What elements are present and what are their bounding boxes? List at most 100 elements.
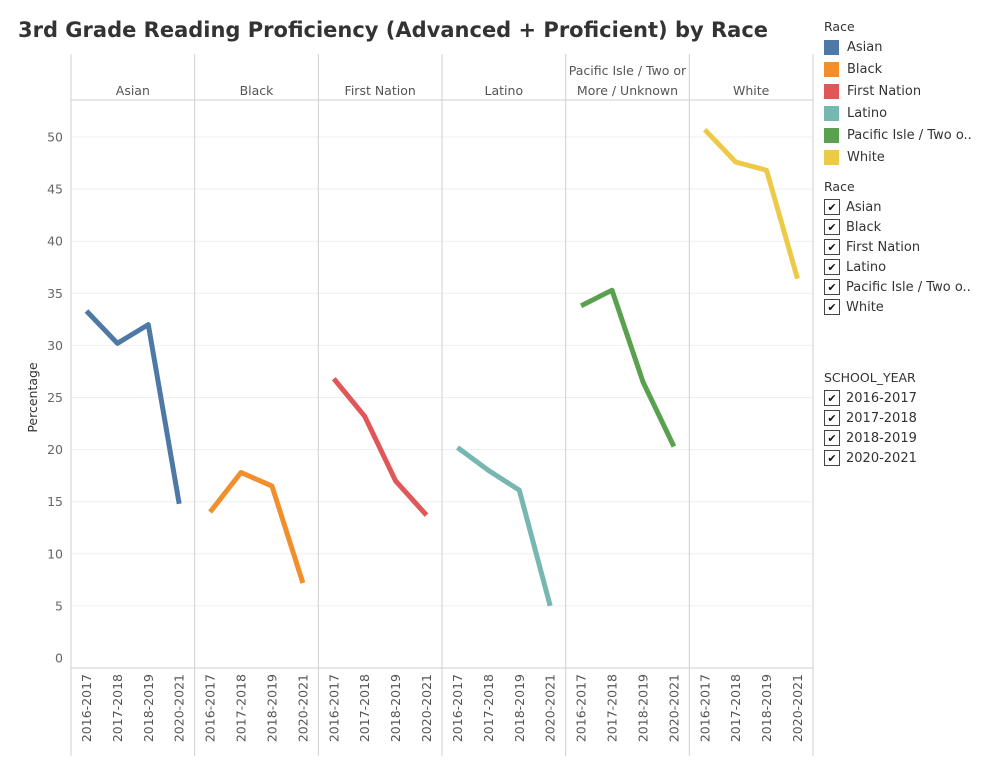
school-year-filter-item[interactable]: ✔ 2020-2021: [824, 448, 917, 468]
color-swatch: [824, 39, 839, 55]
x-tick-label: 2020-2021: [790, 674, 805, 742]
series-line[interactable]: [84, 309, 182, 505]
school-year-filter-item[interactable]: ✔ 2017-2018: [824, 408, 917, 428]
filter-label: 2018-2019: [846, 430, 917, 446]
x-tick-label: 2016-2017: [203, 674, 218, 742]
x-tick-label: 2016-2017: [79, 674, 94, 742]
chart-title: 3rd Grade Reading Proficiency (Advanced …: [18, 18, 769, 42]
x-tick-label: 2020-2021: [419, 674, 434, 742]
panel-header: Latino: [485, 83, 524, 98]
race-filter: Race ✔ Asian ✔ Black ✔ First Nation ✔ Latino ✔ Pa…: [824, 178, 971, 317]
x-tick-label: 2016-2017: [574, 674, 589, 742]
x-tick-label: 2018-2019: [512, 674, 527, 742]
checkbox[interactable]: ✔: [824, 299, 840, 315]
checkbox[interactable]: ✔: [824, 259, 840, 275]
checkbox[interactable]: ✔: [824, 410, 840, 426]
y-tick-label: 45: [47, 182, 63, 197]
x-tick-label: 2017-2018: [110, 674, 125, 742]
race-filter-item[interactable]: ✔ Asian: [824, 197, 971, 217]
x-tick-label: 2018-2019: [388, 674, 403, 742]
color-legend-label: First Nation: [847, 83, 922, 99]
color-legend-item[interactable]: Latino: [824, 102, 972, 124]
school-year-filter-title: SCHOOL_YEAR: [824, 370, 916, 385]
panel-header: Black: [240, 83, 275, 98]
x-tick-label: 2017-2018: [728, 674, 743, 742]
y-tick-label: 50: [47, 130, 63, 145]
checkbox[interactable]: ✔: [824, 219, 840, 235]
color-legend-item[interactable]: First Nation: [824, 80, 972, 102]
y-tick-label: 5: [55, 598, 63, 613]
panel-header: More / Unknown: [577, 83, 678, 98]
y-tick-label: 15: [47, 494, 63, 509]
race-filter-item[interactable]: ✔ Latino: [824, 257, 971, 277]
filter-label: Pacific Isle / Two o..: [846, 279, 971, 295]
color-legend-label: Asian: [847, 39, 883, 55]
x-tick-label: 2018-2019: [635, 674, 650, 742]
series-line[interactable]: [579, 287, 677, 448]
color-swatch: [824, 149, 839, 165]
race-filter-item[interactable]: ✔ Pacific Isle / Two o..: [824, 277, 971, 297]
x-tick-label: 2016-2017: [326, 674, 341, 742]
panel-header: White: [733, 83, 770, 98]
school-year-filter: SCHOOL_YEAR ✔ 2016-2017 ✔ 2017-2018 ✔ 2018-20…: [824, 369, 917, 468]
checkbox[interactable]: ✔: [824, 390, 840, 406]
series-line[interactable]: [208, 470, 306, 584]
school-year-filter-item[interactable]: ✔ 2016-2017: [824, 388, 917, 408]
x-tick-label: 2018-2019: [759, 674, 774, 742]
race-filter-item[interactable]: ✔ White: [824, 297, 971, 317]
race-filter-item[interactable]: ✔ First Nation: [824, 237, 971, 257]
x-tick-label: 2018-2019: [264, 674, 279, 742]
chart-area: 0 5 10 15 20 25 30 35 40 45 50 Percentage Asian 2016-…: [25, 54, 814, 756]
y-tick-label: 35: [47, 286, 63, 301]
x-tick-label: 2020-2021: [543, 674, 558, 742]
x-tick-label: 2016-2017: [697, 674, 712, 742]
color-legend-item[interactable]: Asian: [824, 36, 972, 58]
filter-label: Latino: [846, 259, 887, 275]
color-swatch: [824, 127, 839, 143]
series-line[interactable]: [702, 127, 800, 280]
color-swatch: [824, 61, 839, 77]
filter-label: Asian: [846, 199, 882, 215]
panel-header: First Nation: [345, 83, 416, 98]
y-axis-label: Percentage: [25, 362, 40, 433]
race-filter-title: Race: [824, 179, 855, 194]
color-legend-title: Race: [824, 19, 855, 34]
school-year-filter-item[interactable]: ✔ 2018-2019: [824, 428, 917, 448]
x-tick-label: 2017-2018: [481, 674, 496, 742]
x-tick-label: 2017-2018: [605, 674, 620, 742]
x-tick-label: 2018-2019: [141, 674, 156, 742]
color-legend-label: Pacific Isle / Two o..: [847, 127, 972, 143]
x-tick-label: 2020-2021: [666, 674, 681, 742]
color-swatch: [824, 105, 839, 121]
color-legend-item[interactable]: Pacific Isle / Two o..: [824, 124, 972, 146]
color-legend-label: Black: [847, 61, 883, 77]
y-tick-label: 40: [47, 234, 63, 249]
filter-label: White: [846, 299, 884, 315]
color-legend-item[interactable]: Black: [824, 58, 972, 80]
race-filter-item[interactable]: ✔ Black: [824, 217, 971, 237]
checkbox[interactable]: ✔: [824, 450, 840, 466]
filter-label: 2017-2018: [846, 410, 917, 426]
panel-header: Pacific Isle / Two or: [569, 63, 687, 78]
filter-label: 2016-2017: [846, 390, 917, 406]
y-tick-label: 25: [47, 390, 63, 405]
x-tick-label: 2017-2018: [234, 674, 249, 742]
filter-label: Black: [846, 219, 882, 235]
color-legend-label: White: [847, 149, 885, 165]
y-tick-label: 10: [47, 546, 63, 561]
x-tick-label: 2017-2018: [357, 674, 372, 742]
checkbox[interactable]: ✔: [824, 430, 840, 446]
panel-header: Asian: [116, 83, 150, 98]
filter-label: 2020-2021: [846, 450, 917, 466]
series-line[interactable]: [456, 445, 553, 607]
filter-label: First Nation: [846, 239, 921, 255]
checkbox[interactable]: ✔: [824, 279, 840, 295]
x-tick-label: 2020-2021: [172, 674, 187, 742]
checkbox[interactable]: ✔: [824, 239, 840, 255]
y-tick-label: 30: [47, 338, 63, 353]
checkbox[interactable]: ✔: [824, 199, 840, 215]
color-legend-label: Latino: [847, 105, 888, 121]
series-line[interactable]: [331, 377, 429, 517]
color-legend-item[interactable]: White: [824, 146, 972, 168]
x-tick-label: 2016-2017: [450, 674, 465, 742]
